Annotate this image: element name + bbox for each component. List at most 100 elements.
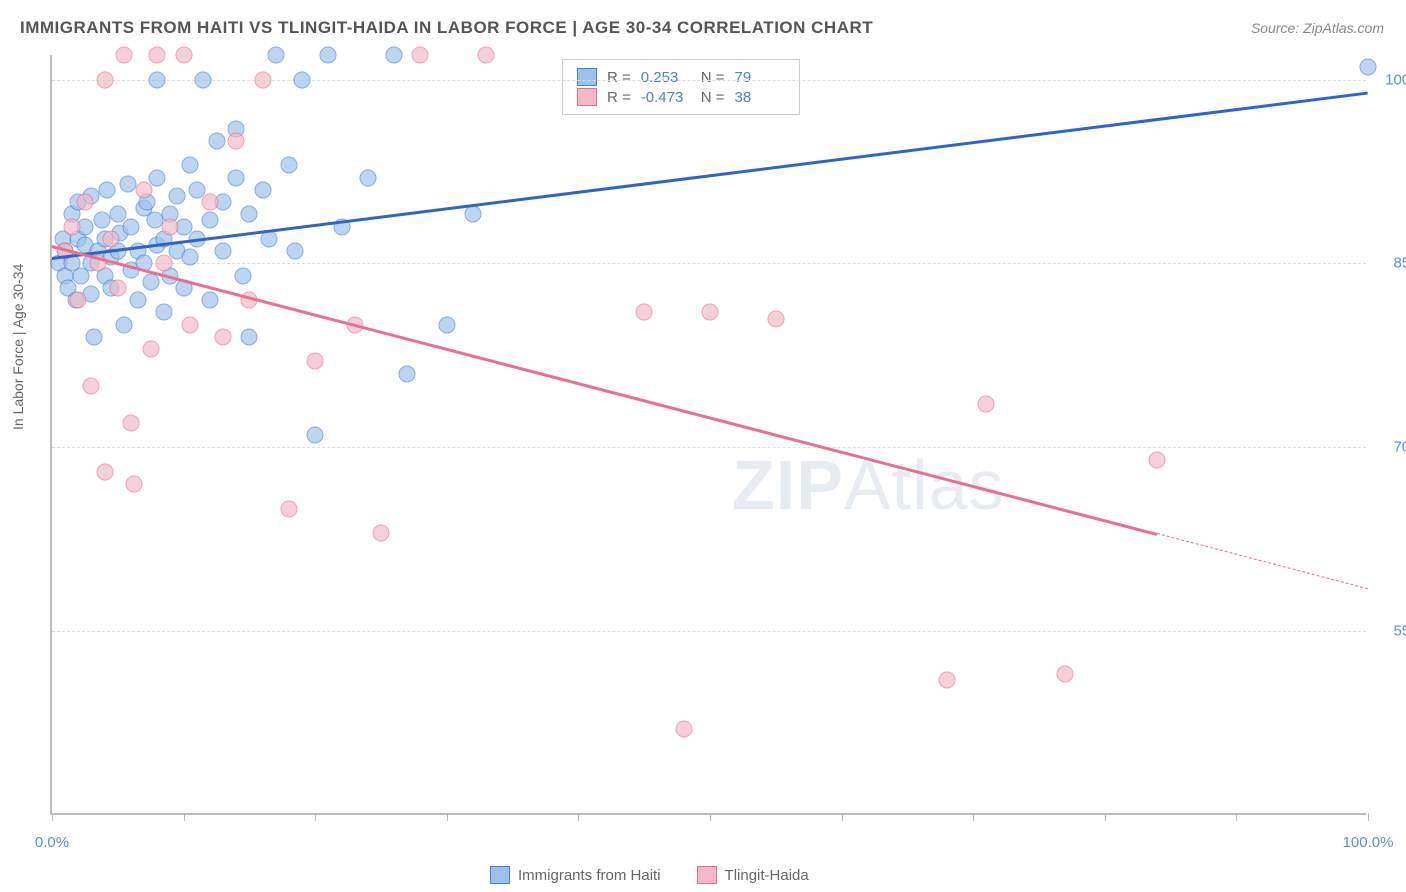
y-tick-label: 55.0% — [1376, 623, 1406, 640]
data-point — [320, 47, 337, 64]
r-label: R = — [607, 89, 631, 106]
legend-label: Tlingit-Haida — [725, 867, 809, 884]
data-point — [1149, 451, 1166, 468]
legend-swatch — [577, 68, 597, 86]
legend-swatch — [577, 88, 597, 106]
data-point — [122, 218, 139, 235]
data-point — [149, 47, 166, 64]
x-tick — [52, 813, 53, 821]
data-point — [241, 206, 258, 223]
y-tick-label: 70.0% — [1376, 439, 1406, 456]
data-point — [478, 47, 495, 64]
chart-legend: Immigrants from Haiti Tlingit-Haida — [490, 866, 809, 884]
x-tick — [1368, 813, 1369, 821]
x-tick — [1236, 813, 1237, 821]
y-tick-label: 100.0% — [1376, 71, 1406, 88]
n-label: N = — [701, 69, 725, 86]
gridline — [52, 447, 1366, 448]
data-point — [195, 71, 212, 88]
trend-line — [1157, 533, 1368, 589]
data-point — [373, 525, 390, 542]
r-value: 0.253 — [641, 69, 691, 86]
data-point — [201, 212, 218, 229]
data-point — [116, 316, 133, 333]
data-point — [149, 169, 166, 186]
data-point — [1057, 666, 1074, 683]
data-point — [438, 316, 455, 333]
data-point — [142, 273, 159, 290]
data-point — [767, 310, 784, 327]
gridline — [52, 631, 1366, 632]
data-point — [465, 206, 482, 223]
data-point — [241, 328, 258, 345]
data-point — [208, 132, 225, 149]
data-point — [76, 194, 93, 211]
x-tick-label: 100.0% — [1343, 834, 1394, 851]
data-point — [412, 47, 429, 64]
data-point — [399, 365, 416, 382]
data-point — [228, 169, 245, 186]
correlation-stats-box: R =0.253N =79R =-0.473N =38 — [562, 59, 800, 115]
data-point — [99, 181, 116, 198]
x-tick — [447, 813, 448, 821]
gridline — [52, 80, 1366, 81]
data-point — [978, 396, 995, 413]
data-point — [146, 212, 163, 229]
data-point — [86, 328, 103, 345]
trend-line — [52, 245, 1158, 535]
chart-plot-area: ZIPAtlas R =0.253N =79R =-0.473N =38 100… — [50, 55, 1366, 815]
data-point — [228, 132, 245, 149]
data-point — [294, 71, 311, 88]
x-tick — [973, 813, 974, 821]
gridline — [52, 263, 1366, 264]
data-point — [201, 194, 218, 211]
n-value: 38 — [735, 89, 785, 106]
data-point — [280, 157, 297, 174]
legend-swatch — [697, 866, 717, 884]
data-point — [182, 249, 199, 266]
data-point — [83, 377, 100, 394]
data-point — [122, 414, 139, 431]
x-tick — [315, 813, 316, 821]
source-attribution: Source: ZipAtlas.com — [1251, 20, 1384, 36]
x-tick — [710, 813, 711, 821]
legend-label: Immigrants from Haiti — [518, 867, 661, 884]
data-point — [307, 427, 324, 444]
data-point — [267, 47, 284, 64]
data-point — [182, 316, 199, 333]
y-axis-label: In Labor Force | Age 30-34 — [10, 264, 26, 430]
data-point — [280, 500, 297, 517]
data-point — [215, 328, 232, 345]
data-point — [169, 187, 186, 204]
data-point — [254, 181, 271, 198]
data-point — [125, 476, 142, 493]
data-point — [307, 353, 324, 370]
data-point — [116, 47, 133, 64]
data-point — [96, 71, 113, 88]
legend-item: Immigrants from Haiti — [490, 866, 661, 884]
r-value: -0.473 — [641, 89, 691, 106]
data-point — [254, 71, 271, 88]
r-label: R = — [607, 69, 631, 86]
data-point — [215, 243, 232, 260]
data-point — [103, 230, 120, 247]
y-tick-label: 85.0% — [1376, 255, 1406, 272]
legend-swatch — [490, 866, 510, 884]
n-value: 79 — [735, 69, 785, 86]
data-point — [182, 157, 199, 174]
data-point — [359, 169, 376, 186]
data-point — [149, 71, 166, 88]
data-point — [938, 672, 955, 689]
data-point — [155, 255, 172, 272]
data-point — [636, 304, 653, 321]
data-point — [129, 292, 146, 309]
trend-line — [52, 92, 1368, 260]
data-point — [120, 175, 137, 192]
legend-item: Tlingit-Haida — [697, 866, 809, 884]
data-point — [201, 292, 218, 309]
data-point — [287, 243, 304, 260]
data-point — [386, 47, 403, 64]
x-tick-label: 0.0% — [35, 834, 69, 851]
chart-title: IMMIGRANTS FROM HAITI VS TLINGIT-HAIDA I… — [20, 18, 873, 38]
data-point — [702, 304, 719, 321]
